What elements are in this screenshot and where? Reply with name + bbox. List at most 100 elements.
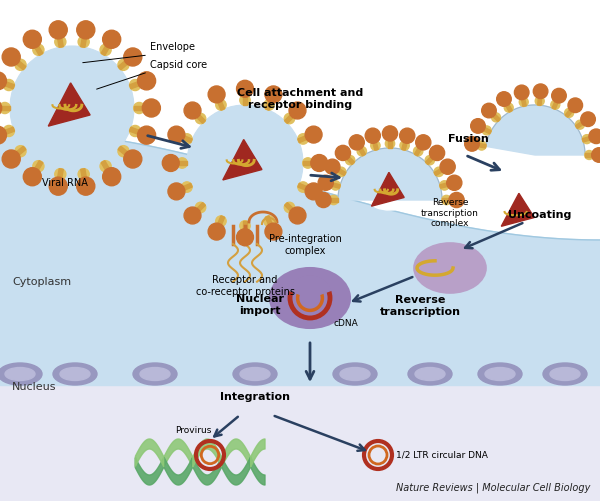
Circle shape (118, 59, 129, 70)
Circle shape (430, 145, 445, 160)
Circle shape (240, 220, 250, 231)
Circle shape (118, 146, 129, 157)
Polygon shape (180, 135, 192, 143)
Ellipse shape (240, 368, 270, 380)
Polygon shape (81, 35, 87, 47)
Circle shape (589, 129, 600, 144)
Text: Fusion: Fusion (448, 134, 489, 144)
Polygon shape (538, 95, 542, 105)
Polygon shape (298, 183, 310, 191)
Circle shape (316, 192, 331, 207)
Circle shape (208, 223, 225, 240)
Polygon shape (101, 43, 111, 55)
Polygon shape (442, 198, 452, 202)
Circle shape (357, 146, 367, 156)
Ellipse shape (408, 363, 452, 385)
Ellipse shape (60, 368, 90, 380)
Ellipse shape (414, 243, 486, 293)
Polygon shape (303, 161, 314, 165)
Circle shape (184, 207, 201, 224)
Circle shape (535, 97, 544, 106)
Circle shape (329, 195, 338, 205)
Circle shape (0, 102, 10, 114)
Polygon shape (48, 83, 90, 126)
Circle shape (130, 125, 141, 137)
Text: Reverse
transcription
complex: Reverse transcription complex (421, 198, 479, 228)
Polygon shape (481, 126, 491, 134)
Circle shape (325, 159, 340, 174)
Polygon shape (476, 143, 486, 148)
Polygon shape (265, 216, 274, 228)
Circle shape (482, 103, 496, 118)
Circle shape (78, 169, 89, 180)
Text: Nucleus: Nucleus (12, 382, 56, 392)
Circle shape (78, 36, 89, 48)
Circle shape (134, 102, 145, 114)
Polygon shape (14, 146, 26, 157)
Polygon shape (118, 146, 130, 157)
Circle shape (23, 30, 41, 48)
Circle shape (477, 141, 486, 150)
Text: Cell attachment and
receptor binding: Cell attachment and receptor binding (237, 88, 363, 110)
Circle shape (583, 135, 592, 144)
Circle shape (187, 105, 303, 221)
Circle shape (284, 202, 295, 212)
Polygon shape (176, 161, 187, 165)
Polygon shape (585, 153, 595, 157)
Polygon shape (491, 112, 500, 121)
Circle shape (318, 175, 333, 190)
Circle shape (49, 177, 67, 195)
Circle shape (0, 72, 7, 90)
Polygon shape (335, 167, 346, 175)
Circle shape (440, 181, 449, 190)
Polygon shape (130, 127, 142, 135)
Circle shape (3, 80, 14, 91)
Circle shape (551, 88, 566, 103)
Text: Cytoplasm: Cytoplasm (12, 277, 71, 287)
Circle shape (163, 154, 179, 171)
Circle shape (565, 108, 574, 117)
Text: cDNA: cDNA (334, 319, 359, 328)
Polygon shape (180, 183, 192, 191)
Circle shape (216, 100, 226, 110)
Circle shape (425, 155, 434, 165)
Polygon shape (217, 98, 224, 110)
Circle shape (236, 229, 253, 245)
Circle shape (305, 126, 322, 143)
Circle shape (77, 21, 95, 39)
Circle shape (365, 128, 380, 143)
Circle shape (137, 126, 155, 144)
Polygon shape (14, 59, 26, 70)
Circle shape (575, 120, 584, 129)
Circle shape (331, 181, 340, 190)
Circle shape (142, 99, 160, 117)
Ellipse shape (5, 368, 35, 380)
Polygon shape (57, 169, 63, 181)
Circle shape (491, 113, 500, 122)
Circle shape (482, 126, 491, 135)
Polygon shape (434, 167, 445, 175)
Text: 1/2 LTR circular DNA: 1/2 LTR circular DNA (396, 450, 488, 459)
Text: Viral RNA: Viral RNA (42, 178, 88, 188)
Polygon shape (583, 136, 593, 142)
Polygon shape (328, 198, 338, 202)
Circle shape (337, 167, 346, 176)
Circle shape (470, 119, 485, 133)
Circle shape (265, 86, 282, 103)
Polygon shape (243, 221, 247, 232)
Polygon shape (345, 155, 355, 164)
Polygon shape (57, 35, 63, 47)
Ellipse shape (371, 194, 409, 210)
Circle shape (497, 92, 511, 106)
Polygon shape (371, 172, 404, 206)
Polygon shape (33, 161, 43, 173)
Text: Nuclear
import: Nuclear import (236, 294, 284, 316)
Text: Pre-integration
complex: Pre-integration complex (269, 234, 341, 256)
Polygon shape (298, 135, 310, 143)
Polygon shape (415, 145, 422, 156)
Circle shape (434, 167, 443, 176)
Circle shape (196, 113, 206, 124)
Polygon shape (2, 127, 14, 135)
Polygon shape (81, 169, 87, 181)
Circle shape (168, 183, 185, 200)
